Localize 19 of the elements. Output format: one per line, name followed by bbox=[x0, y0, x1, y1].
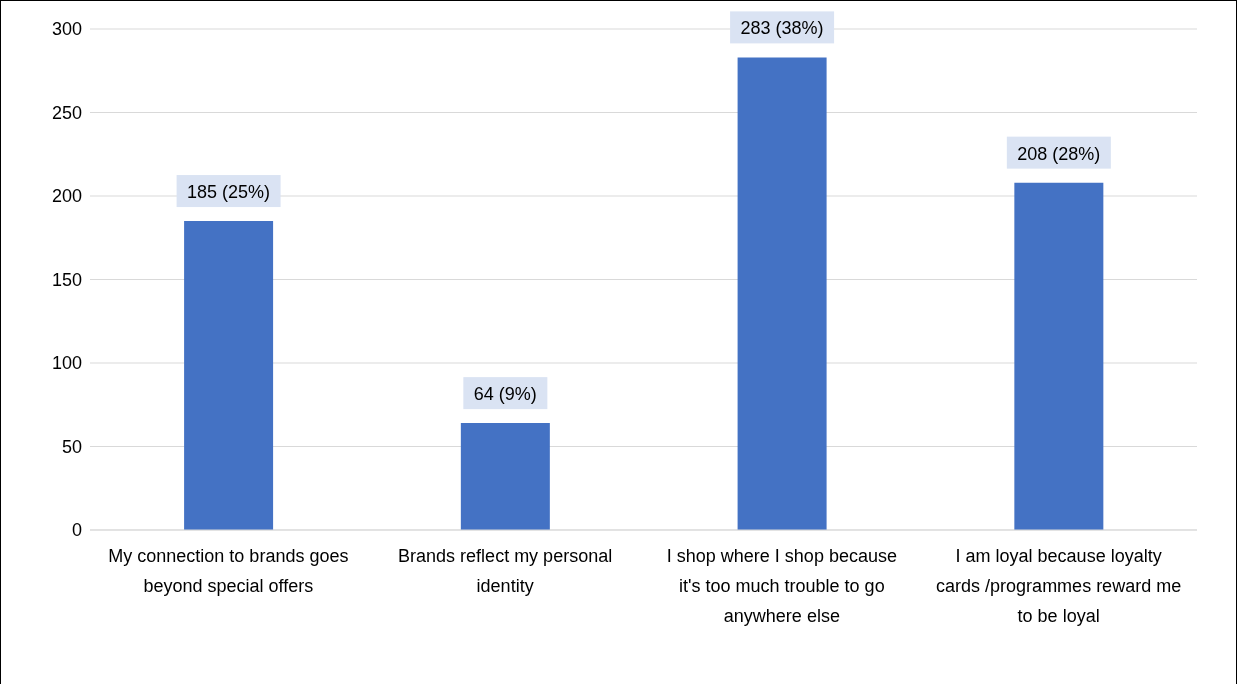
y-tick-label: 300 bbox=[51, 19, 82, 40]
data-label: 64 (9%) bbox=[473, 384, 537, 405]
y-tick-label: 150 bbox=[51, 269, 82, 290]
data-label: 283 (38%) bbox=[740, 18, 824, 39]
bar bbox=[737, 57, 827, 530]
x-tick-label: Brands reflect my personal identity bbox=[398, 546, 613, 596]
bar bbox=[1014, 182, 1104, 530]
y-tick-label: 100 bbox=[51, 353, 82, 374]
y-tick-label: 50 bbox=[61, 436, 82, 457]
y-tick-label: 0 bbox=[71, 520, 82, 541]
y-tick-label: 250 bbox=[51, 102, 82, 123]
y-tick-label: 200 bbox=[51, 186, 82, 207]
data-label: 185 (25%) bbox=[187, 182, 271, 203]
x-tick-label: My connection to brands goes beyond special offers bbox=[108, 546, 349, 596]
data-label: 208 (28%) bbox=[1017, 143, 1101, 164]
x-tick-label: I shop where I shop because it's too much trouble to go anywhere else bbox=[666, 546, 897, 626]
x-tick-label: I am loyal because loyalty cards /programmes reward me to be loyal bbox=[936, 546, 1182, 626]
bar bbox=[184, 221, 274, 530]
bar bbox=[460, 423, 550, 530]
